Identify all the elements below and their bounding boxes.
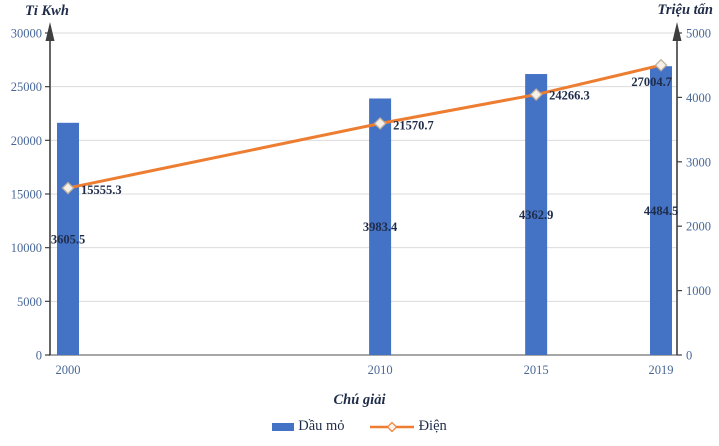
line-marker-2010 — [373, 117, 387, 130]
legend-item-dien: Điện — [369, 418, 447, 435]
bar-value-label-2015: 4362.9 — [519, 208, 553, 222]
line-marker-swatch-icon — [369, 421, 414, 432]
y-axis-left-tick-label: 25000 — [11, 80, 42, 94]
y-axis-left-tick-label: 10000 — [11, 241, 42, 255]
line-value-label-2010: 21570.7 — [393, 118, 434, 132]
bar-2015 — [525, 74, 548, 356]
y-axis-left-tick-label: 15000 — [11, 188, 42, 202]
right-axis-title: Triệu tấn — [657, 2, 713, 18]
legend-label-dau-mo: Dầu mỏ — [298, 418, 345, 434]
y-axis-left-tick-label: 0 — [36, 349, 42, 363]
bar-2019 — [650, 66, 672, 356]
line-marker-2015 — [529, 88, 543, 101]
legend: Dầu mỏ Điện — [0, 418, 719, 435]
bar-2000 — [57, 122, 79, 355]
legend-label-dien: Điện — [418, 418, 447, 434]
y-axis-left-tick-label: 5000 — [17, 295, 42, 309]
legend-title: Chú giải — [333, 392, 386, 408]
bar-2010 — [369, 98, 392, 355]
line-marker-2019 — [654, 58, 668, 72]
y-axis-right-arrow-icon — [672, 22, 682, 41]
bar-swatch-icon — [272, 422, 295, 431]
dien-line — [67, 63, 662, 190]
y-axis-left-tick-label: 30000 — [11, 27, 42, 41]
y-axis-right-tick-label: 0 — [686, 349, 692, 363]
bar-value-label-2010: 3983.4 — [363, 220, 398, 234]
y-axis-left-arrow-icon — [45, 22, 55, 41]
y-axis-right-tick-label: 3000 — [686, 155, 711, 169]
left-axis-title: Tỉ Kwh — [25, 3, 69, 19]
bar-value-label-2000: 3605.5 — [51, 232, 85, 246]
y-axis-left-tick-label: 20000 — [11, 134, 42, 148]
x-axis-label-2010: 2010 — [368, 363, 393, 377]
chart-canvas: 0 5000 10000 15000 20000 25000 30000 0 1000 2000 3… — [11, 22, 711, 377]
bar-value-label-2019: 4484.5 — [644, 204, 678, 218]
y-axis-right-tick-label: 5000 — [686, 27, 711, 41]
y-axis-right-tick-label: 4000 — [686, 91, 711, 105]
line-value-label-2019: 27004.7 — [631, 75, 672, 89]
y-axis-right-tick-label: 1000 — [686, 284, 711, 298]
line-value-label-2000: 15555.3 — [81, 183, 122, 197]
x-axis-label-2019: 2019 — [649, 363, 674, 377]
x-axis-label-2000: 2000 — [56, 363, 81, 377]
legend-item-dau-mo: Dầu mỏ — [272, 418, 345, 435]
line-value-label-2015: 24266.3 — [549, 89, 590, 103]
line-marker-2000 — [61, 181, 75, 195]
y-axis-right-tick-label: 2000 — [686, 220, 711, 234]
x-axis-label-2015: 2015 — [524, 363, 549, 377]
